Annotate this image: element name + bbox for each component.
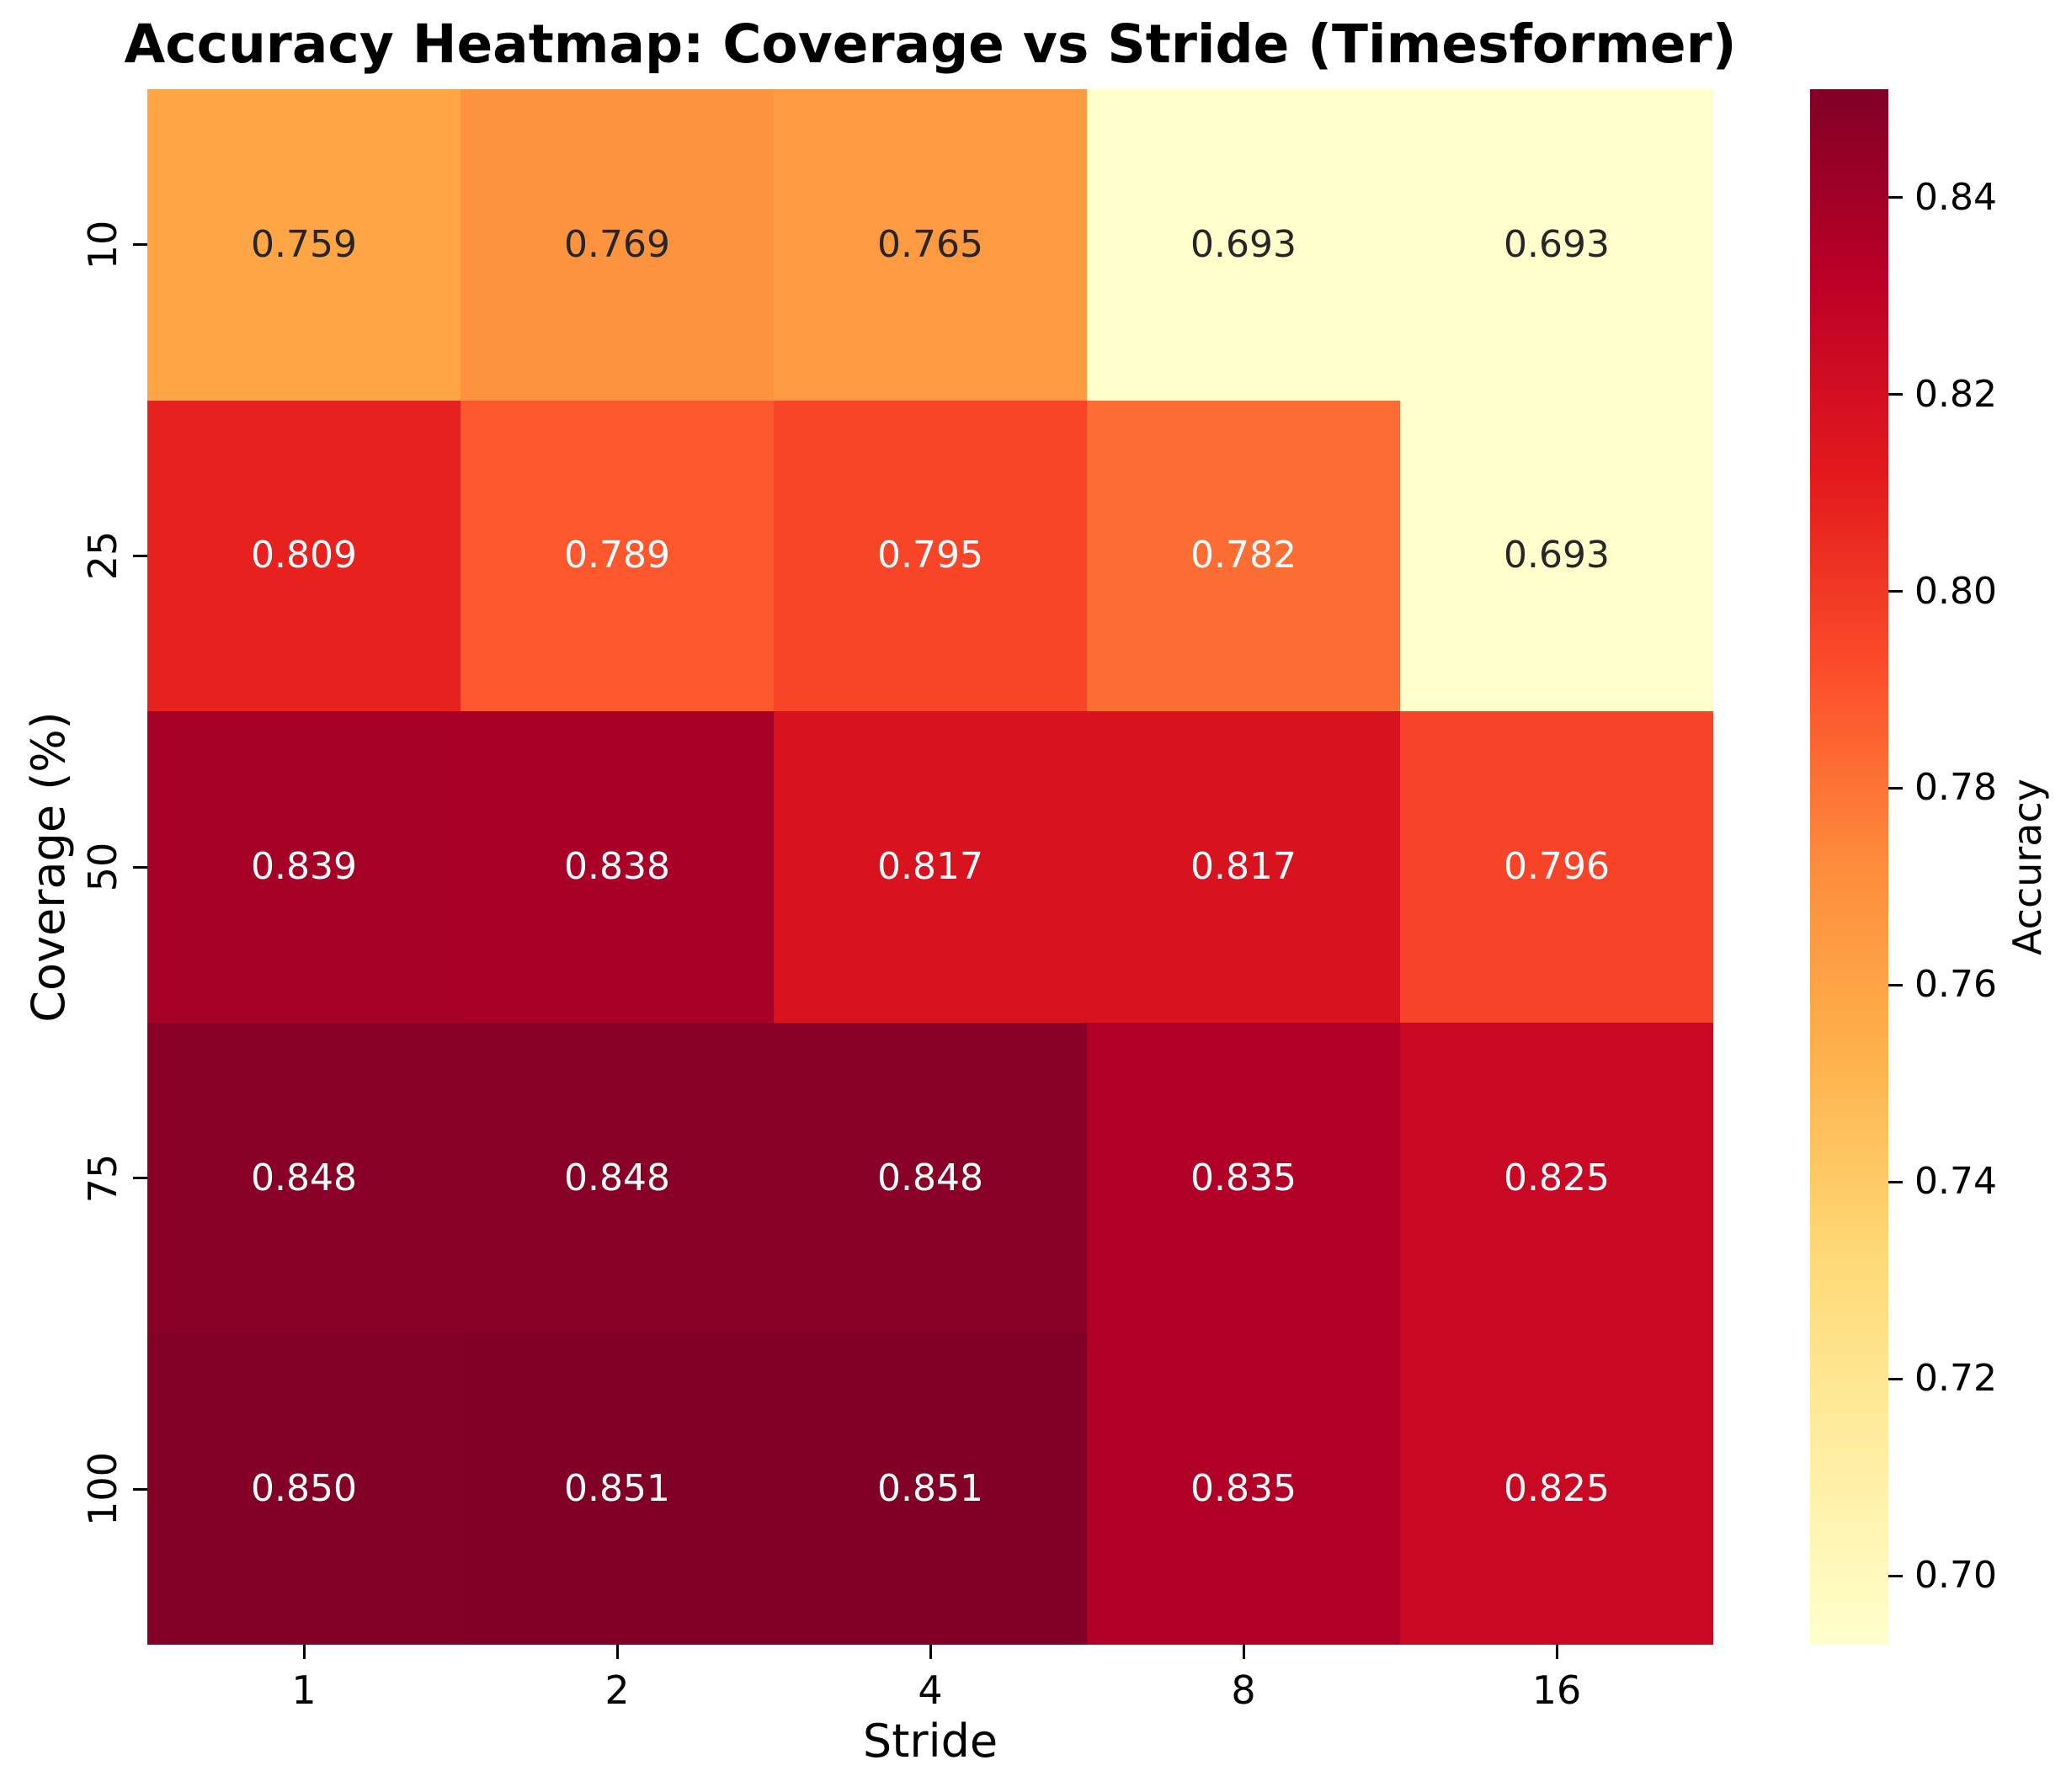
heatmap-grid: 0.759 0.769 0.765 0.693 0.693 0.809 0.789 0.795…	[147, 89, 1713, 1645]
heatmap-cell-100-4: 0.851	[774, 1333, 1087, 1645]
colorbar-tick-mark-0.70	[1888, 1574, 1903, 1577]
x-tick-mark-8	[1242, 1645, 1245, 1659]
heatmap-cell-100-16: 0.825	[1400, 1333, 1713, 1645]
heatmap-cell-10-1: 0.759	[147, 89, 461, 401]
heatmap-cell-10-16: 0.693	[1400, 89, 1713, 401]
colorbar-tick-label-0.76: 0.76	[1914, 963, 1997, 1007]
y-tick-label-100: 100	[80, 1452, 125, 1527]
colorbar-tick-label-0.82: 0.82	[1914, 372, 1997, 416]
colorbar-tick-mark-0.76	[1888, 983, 1903, 986]
y-tick-mark-100	[133, 1487, 147, 1491]
y-tick-label-50: 50	[80, 842, 125, 892]
chart-title: Accuracy Heatmap: Coverage vs Stride (Ti…	[124, 13, 1737, 75]
colorbar-tick-label-0.70: 0.70	[1914, 1554, 1997, 1598]
colorbar-tick-mark-0.84	[1888, 196, 1903, 199]
heatmap-cell-25-2: 0.789	[461, 400, 774, 712]
heatmap-cell-10-2: 0.769	[461, 89, 774, 401]
x-tick-label-2: 2	[604, 1667, 630, 1713]
x-axis-label: Stride	[862, 1715, 998, 1768]
heatmap-cell-75-2: 0.848	[461, 1022, 774, 1334]
y-axis-label: Coverage (%)	[22, 711, 75, 1023]
heatmap-cell-50-16: 0.796	[1400, 711, 1713, 1023]
y-tick-label-25: 25	[80, 531, 125, 581]
colorbar-tick-label-0.78: 0.78	[1914, 766, 1997, 810]
heatmap-cell-25-1: 0.809	[147, 400, 461, 712]
heatmap-cell-10-8: 0.693	[1087, 89, 1400, 401]
heatmap-cell-50-1: 0.839	[147, 711, 461, 1023]
heatmap-cell-25-8: 0.782	[1087, 400, 1400, 712]
heatmap-cell-75-1: 0.848	[147, 1022, 461, 1334]
y-tick-mark-10	[133, 243, 147, 247]
heatmap-cell-25-16: 0.693	[1400, 400, 1713, 712]
x-tick-mark-1	[302, 1645, 306, 1659]
y-tick-mark-50	[133, 865, 147, 869]
x-tick-label-8: 8	[1231, 1667, 1256, 1713]
heatmap-cell-50-2: 0.838	[461, 711, 774, 1023]
heatmap-cell-10-4: 0.765	[774, 89, 1087, 401]
heatmap-cell-100-8: 0.835	[1087, 1333, 1400, 1645]
x-tick-label-1: 1	[291, 1667, 317, 1713]
colorbar-tick-mark-0.82	[1888, 393, 1903, 396]
colorbar-tick-mark-0.74	[1888, 1180, 1903, 1183]
colorbar-tick-mark-0.78	[1888, 786, 1903, 790]
y-tick-mark-75	[133, 1177, 147, 1180]
x-tick-mark-4	[929, 1645, 932, 1659]
colorbar-tick-label-0.84: 0.84	[1914, 175, 1997, 219]
colorbar-tick-label-0.74: 0.74	[1914, 1160, 1997, 1204]
heatmap-cell-75-16: 0.825	[1400, 1022, 1713, 1334]
x-tick-label-16: 16	[1531, 1667, 1582, 1713]
x-tick-label-4: 4	[918, 1667, 943, 1713]
colorbar-tick-label-0.80: 0.80	[1914, 569, 1997, 613]
heatmap-cell-75-4: 0.848	[774, 1022, 1087, 1334]
heatmap-cell-50-8: 0.817	[1087, 711, 1400, 1023]
colorbar-tick-label-0.72: 0.72	[1914, 1357, 1997, 1401]
y-tick-label-75: 75	[80, 1153, 125, 1203]
y-tick-label-10: 10	[80, 220, 125, 270]
x-tick-mark-2	[615, 1645, 619, 1659]
colorbar-gradient	[1810, 89, 1888, 1645]
heatmap-cell-50-4: 0.817	[774, 711, 1087, 1023]
y-tick-mark-25	[133, 554, 147, 557]
heatmap-cell-75-8: 0.835	[1087, 1022, 1400, 1334]
heatmap-cell-100-1: 0.850	[147, 1333, 461, 1645]
x-tick-mark-16	[1555, 1645, 1558, 1659]
heatmap-cell-100-2: 0.851	[461, 1333, 774, 1645]
colorbar-tick-mark-0.72	[1888, 1377, 1903, 1380]
heatmap-cell-25-4: 0.795	[774, 400, 1087, 712]
colorbar-label: Accuracy	[2005, 778, 2050, 956]
colorbar-tick-mark-0.80	[1888, 590, 1903, 593]
